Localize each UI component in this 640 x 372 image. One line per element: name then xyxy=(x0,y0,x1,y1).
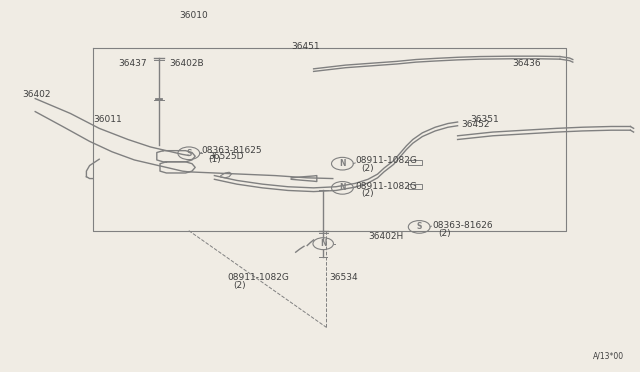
Text: N: N xyxy=(339,183,346,192)
Text: A/13*00: A/13*00 xyxy=(593,352,624,361)
Text: 08363-81625: 08363-81625 xyxy=(202,146,262,155)
Text: 36011: 36011 xyxy=(93,115,122,124)
Text: (1): (1) xyxy=(208,155,221,164)
Text: 36534: 36534 xyxy=(330,273,358,282)
Text: 36525D: 36525D xyxy=(208,152,243,161)
Text: (2): (2) xyxy=(234,281,246,290)
Text: (2): (2) xyxy=(362,189,374,198)
Text: 08363-81626: 08363-81626 xyxy=(432,221,493,230)
Text: 36010: 36010 xyxy=(179,12,208,20)
Text: 36351: 36351 xyxy=(470,115,499,124)
Text: 36402B: 36402B xyxy=(170,59,204,68)
Text: S: S xyxy=(186,149,191,158)
Text: 36436: 36436 xyxy=(512,59,541,68)
Text: 36437: 36437 xyxy=(118,59,147,68)
Text: (2): (2) xyxy=(438,229,451,238)
Text: 08911-1082G: 08911-1082G xyxy=(355,156,417,165)
Text: N: N xyxy=(339,159,346,168)
Text: 36451: 36451 xyxy=(291,42,320,51)
Text: S: S xyxy=(417,222,422,231)
Text: 08911-1082G: 08911-1082G xyxy=(355,182,417,190)
Text: N: N xyxy=(320,239,326,248)
Text: 36402: 36402 xyxy=(22,90,51,99)
Text: 36452: 36452 xyxy=(461,120,490,129)
Text: 08911-1082G: 08911-1082G xyxy=(227,273,289,282)
Text: (2): (2) xyxy=(362,164,374,173)
Text: 36402H: 36402H xyxy=(368,232,403,241)
